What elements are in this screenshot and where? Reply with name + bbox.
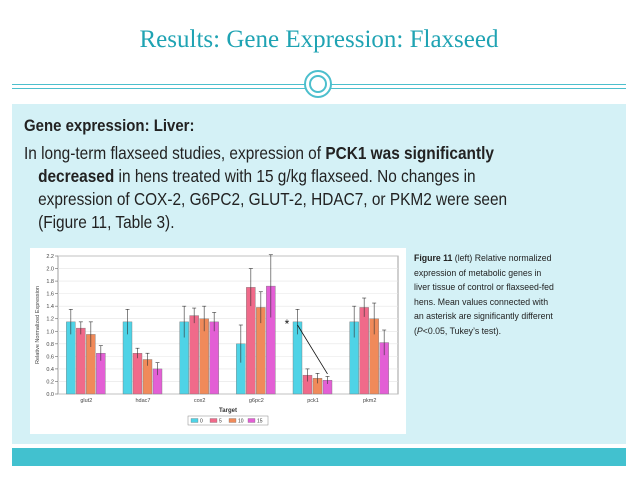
body-line-2: decreased in hens treated with 15 g/kg f… (24, 165, 596, 188)
caption-line: (P<0.05, Tukey’s test). (414, 325, 589, 340)
legend-label-0: 0 (200, 419, 203, 425)
legend-label-5: 5 (219, 419, 222, 425)
significance-asterisk: * (285, 317, 290, 331)
figure-label: Figure 11 (414, 253, 453, 264)
y-tick-label: 1.4 (46, 304, 54, 310)
x-tick-label: pck1 (307, 398, 319, 404)
gene-expression-chart: 0.0 0.2 0.4 0.6 0.8 1.0 1.2 1.4 1.6 1.8 2.0 2.2 Rela… (30, 248, 406, 434)
y-axis-label: Relative Normalized Expression (35, 286, 41, 364)
y-tick-label: 1.8 (46, 279, 54, 285)
caption-text: ( (414, 325, 417, 337)
bar-hdac7-5 (132, 353, 143, 395)
legend-swatch-10 (228, 418, 237, 423)
significance-connector (297, 324, 328, 375)
caption-line: an asterisk are significantly different (414, 311, 553, 322)
body-emphasis: PCK1 was significantly (325, 143, 494, 163)
body-line-1: In long-term flaxseed studies, expressio… (24, 142, 596, 165)
y-tick-label: 0.8 (46, 342, 54, 348)
bar-pkm2-5 (359, 307, 369, 395)
legend-box (187, 415, 269, 426)
body-text: in hens treated with 15 g/kg flaxseed. N… (114, 166, 476, 186)
x-tick-label: cox2 (194, 398, 206, 404)
x-axis-label: Target (219, 408, 237, 414)
bar-glut2-5 (76, 327, 86, 395)
section-heading: Gene expression: Liver: (24, 116, 195, 135)
body-paragraph: In long-term flaxseed studies, expressio… (24, 142, 596, 234)
y-tick-label: 0.0 (46, 392, 54, 398)
caption-p-symbol: P (416, 325, 423, 337)
body-emphasis: decreased (38, 166, 115, 186)
y-tick-label: 1.2 (46, 317, 54, 323)
legend-swatch-5 (209, 418, 218, 423)
legend-label-15: 15 (257, 419, 263, 425)
legend-swatch-15 (247, 418, 256, 423)
y-tick-label: 0.4 (46, 367, 54, 373)
caption-line: liver tissue of control or flaxseed-fed (414, 282, 554, 293)
slide-title: Results: Gene Expression: Flaxseed (139, 26, 499, 53)
circle-ornament-inner-icon (309, 75, 327, 93)
x-tick-label: g6pc2 (249, 398, 264, 404)
footer-band (12, 448, 626, 466)
plot-area (57, 255, 399, 395)
body-line-3: expression of COX-2, G6PC2, GLUT-2, HDAC… (38, 189, 508, 209)
y-tick-label: 2.2 (46, 254, 54, 260)
caption-text: <0.05, Tukey’s test). (422, 325, 502, 337)
x-tick-label: hdac7 (136, 398, 151, 404)
y-tick-label: 1.6 (46, 292, 54, 298)
caption-line: hens. Mean values connected with (414, 296, 549, 308)
bar-cox2-5 (189, 315, 199, 395)
y-tick-label: 0.6 (46, 354, 54, 360)
legend-swatch-0 (190, 418, 199, 423)
caption-text: (left) Relative normalized (452, 253, 552, 264)
bar-cox2-15 (209, 321, 219, 395)
x-tick-label: pkm2 (363, 398, 376, 404)
body-line-4: (Figure 11, Table 3). (38, 212, 175, 232)
x-tick-label: glut2 (80, 398, 92, 404)
body-text: In long-term flaxseed studies, expressio… (24, 143, 326, 163)
y-tick-label: 0.2 (46, 379, 54, 385)
figure-caption: Figure 11 (left) Relative normalized exp… (414, 252, 589, 339)
caption-line: Figure 11 (left) Relative normalized (414, 252, 589, 267)
y-tick-label: 1.0 (46, 329, 54, 335)
caption-line: expression of metabolic genes in (414, 267, 542, 279)
legend-label-10: 10 (238, 419, 244, 425)
y-tick-label: 2.0 (46, 267, 54, 273)
